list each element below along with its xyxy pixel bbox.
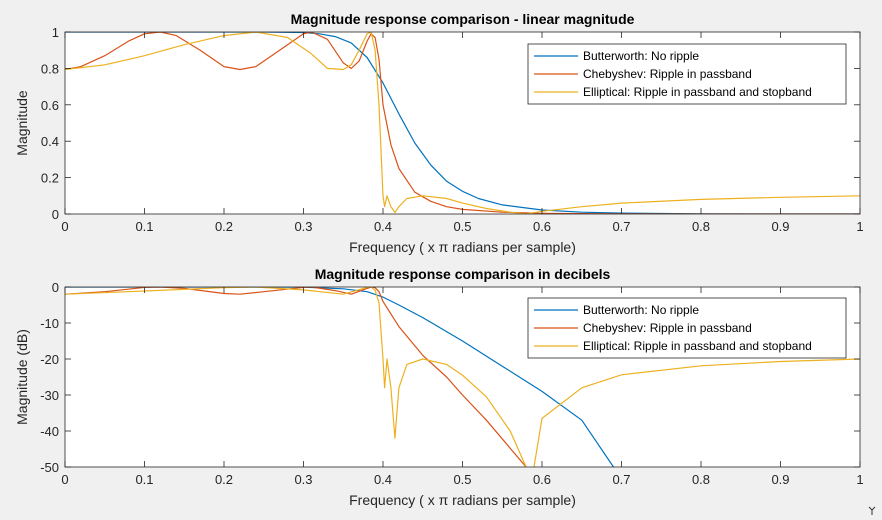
legend-entry-1: Chebyshev: Ripple in passband <box>583 321 752 335</box>
legend-entry-1: Chebyshev: Ripple in passband <box>583 67 752 81</box>
linear-magnitude-plot: 0 0.1 0.2 0.3 0.4 0.5 0.6 0.7 0.8 0.9 1 0 0.2 0.4 0.6 0… <box>14 11 864 255</box>
y-tick-label: -40 <box>40 424 59 439</box>
figure-corner-icon <box>868 506 876 515</box>
x-axis-label: Frequency ( x π radians per sample) <box>349 492 576 508</box>
y-tick-label: 0.8 <box>41 61 59 76</box>
x-tick-label: 0.2 <box>215 472 233 487</box>
y-tick-label: -50 <box>40 460 59 475</box>
x-tick-label: 1 <box>856 472 863 487</box>
x-tick-label: 0.9 <box>771 472 789 487</box>
legend-entry-2: Elliptical: Ripple in passband and stopb… <box>583 339 812 353</box>
x-tick-label: 0.4 <box>374 472 392 487</box>
legend: Butterworth: No ripple Chebyshev: Ripple … <box>527 43 847 105</box>
x-tick-label: 0.1 <box>135 219 153 234</box>
x-tick-label: 0.6 <box>533 219 551 234</box>
y-tick-label: -10 <box>40 316 59 331</box>
series-line-2 <box>65 287 860 467</box>
y-tick-label: 0.2 <box>41 171 59 186</box>
y-tick-label: -20 <box>40 352 59 367</box>
legend-entry-0: Butterworth: No ripple <box>583 303 699 317</box>
series-line-2 <box>65 32 860 214</box>
x-tick-label: 0.7 <box>612 472 630 487</box>
chart-title: Magnitude response comparison in decibel… <box>315 266 611 282</box>
legend-box <box>527 297 847 359</box>
decibel-magnitude-plot: 0 0.1 0.2 0.3 0.4 0.5 0.6 0.7 0.8 0.9 1 -50 -40 -30 -2… <box>14 266 864 508</box>
x-tick-label: 0.3 <box>294 219 312 234</box>
x-tick-label: 0.5 <box>453 472 471 487</box>
series-line-1 <box>65 32 860 214</box>
x-tick-label: 0.6 <box>533 472 551 487</box>
y-tick-label: -30 <box>40 388 59 403</box>
legend-entry-0: Butterworth: No ripple <box>583 49 699 63</box>
legend-entry-2: Elliptical: Ripple in passband and stopb… <box>583 85 812 99</box>
x-tick-label: 0.8 <box>692 472 710 487</box>
y-tick-label: 0.4 <box>41 134 59 149</box>
y-axis-label: Magnitude <box>14 90 30 156</box>
y-tick-label: 0 <box>52 207 59 222</box>
x-tick-label: 0 <box>61 219 68 234</box>
legend-box <box>527 43 847 105</box>
x-tick-label: 0.4 <box>374 219 392 234</box>
x-tick-label: 0.2 <box>215 219 233 234</box>
y-tick-label: 0 <box>52 280 59 295</box>
chart-title: Magnitude response comparison - linear m… <box>291 11 635 27</box>
x-tick-label: 0 <box>61 472 68 487</box>
y-axis-label: Magnitude (dB) <box>14 329 30 425</box>
x-tick-label: 0.9 <box>771 219 789 234</box>
series-line-1 <box>65 287 527 467</box>
x-axis-label: Frequency ( x π radians per sample) <box>349 239 576 255</box>
x-tick-label: 0.3 <box>294 472 312 487</box>
y-tick-label: 1 <box>52 25 59 40</box>
y-tick-label: 0.6 <box>41 98 59 113</box>
x-tick-label: 0.8 <box>692 219 710 234</box>
x-tick-label: 0.5 <box>453 219 471 234</box>
x-tick-label: 0.1 <box>135 472 153 487</box>
legend: Butterworth: No ripple Chebyshev: Ripple … <box>527 297 847 359</box>
x-tick-label: 1 <box>856 219 863 234</box>
x-tick-label: 0.7 <box>612 219 630 234</box>
